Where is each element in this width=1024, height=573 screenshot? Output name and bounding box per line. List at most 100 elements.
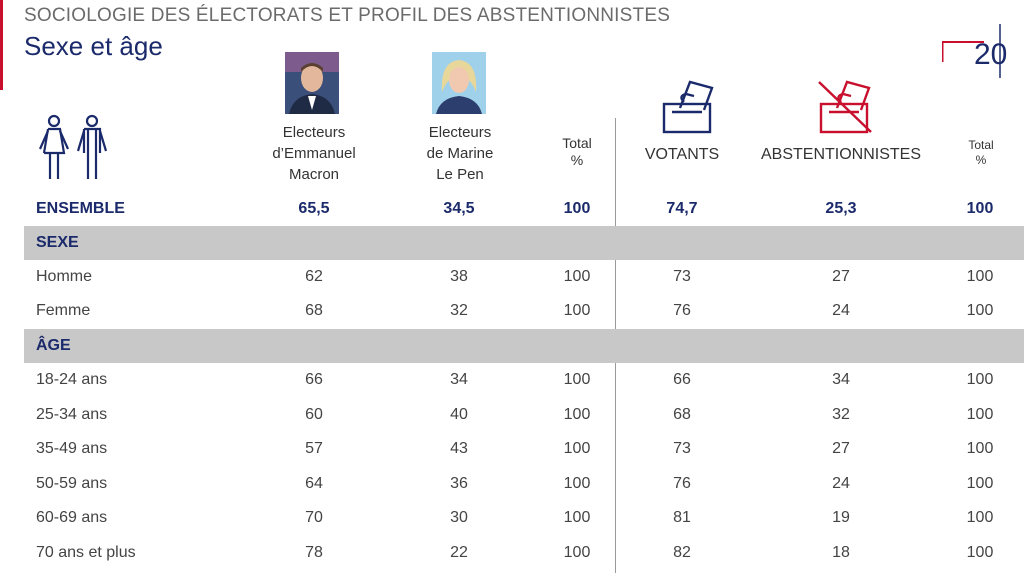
col-header-abstentionnistes: ABSTENTIONNISTES (760, 146, 922, 163)
col-header-lepen-line2: de Marine (426, 145, 494, 162)
cell-lepen: 40 (450, 406, 468, 423)
cell-abstentionnistes: 19 (832, 509, 850, 526)
cell-abstentionnistes: 25,3 (825, 200, 857, 217)
cell-abstentionnistes: 24 (832, 475, 850, 492)
man-woman-icon (38, 114, 108, 179)
cell-lepen: 38 (450, 268, 468, 285)
table-row: Femme 68 32 100 76 24 100 (24, 294, 1024, 328)
cell-total-2: 100 (966, 406, 994, 423)
cell-total-1: 100 (563, 371, 591, 388)
cell-total-1: 100 (563, 268, 591, 285)
cell-abstentionnistes: 32 (832, 406, 850, 423)
cell-macron: 64 (305, 475, 323, 492)
col-header-lepen-line3: Le Pen (436, 166, 484, 183)
cell-lepen: 34 (450, 371, 468, 388)
col-header-total-2: Total % (955, 138, 1007, 168)
cell-macron: 65,5 (298, 200, 330, 217)
logo-icon: 20 (942, 24, 1007, 78)
cell-total-2: 100 (966, 440, 994, 457)
table-row: 18-24 ans 66 34 100 66 34 100 (24, 363, 1024, 397)
cell-total-1: 100 (563, 544, 591, 561)
row-label: Homme (36, 268, 93, 285)
cell-macron: 60 (305, 406, 323, 423)
col-header-lepen-line1: Electeurs (428, 124, 492, 141)
col-header-total-2-line2: % (975, 153, 987, 167)
cell-abstentionnistes: 27 (832, 440, 850, 457)
cell-total-2: 100 (966, 509, 994, 526)
cell-total-2: 100 (966, 200, 994, 217)
cell-votants: 74,7 (666, 200, 698, 217)
cell-votants: 76 (673, 302, 691, 319)
cell-total-2: 100 (966, 302, 994, 319)
col-header-macron-line2: d’Emmanuel (272, 145, 356, 162)
cell-macron: 66 (305, 371, 323, 388)
row-label: 35-49 ans (36, 440, 108, 457)
cell-macron: 78 (305, 544, 323, 561)
col-header-lepen: Electeurs de Marine Le Pen (408, 122, 512, 185)
cell-macron: 70 (305, 509, 323, 526)
col-header-macron: Electeurs d’Emmanuel Macron (262, 122, 366, 185)
cell-votants: 81 (673, 509, 691, 526)
page-title: Sexe et âge (24, 31, 163, 61)
cell-total-1: 100 (563, 406, 591, 423)
col-header-votants: VOTANTS (644, 146, 720, 163)
col-header-total-1-line2: % (570, 152, 584, 168)
cell-lepen: 32 (450, 302, 468, 319)
cell-lepen: 43 (450, 440, 468, 457)
row-label: Femme (36, 302, 91, 319)
cell-votants: 73 (673, 440, 691, 457)
table-row: 25-34 ans 60 40 100 68 32 100 (24, 398, 1024, 432)
row-label: 18-24 ans (36, 371, 108, 388)
section-header-age: ÂGE (24, 329, 1024, 363)
table-row: 35-49 ans 57 43 100 73 27 100 (24, 432, 1024, 466)
col-header-macron-line3: Macron (288, 166, 340, 183)
cell-total-1: 100 (563, 302, 591, 319)
page-kicker: SOCIOLOGIE DES ÉLECTORATS ET PROFIL DES … (24, 5, 671, 26)
cell-total-1: 100 (563, 475, 591, 492)
cell-lepen: 22 (450, 544, 468, 561)
section-header-sexe: SEXE (24, 226, 1024, 260)
ballot-box-icon (662, 80, 714, 134)
ensemble-row: ENSEMBLE 65,5 34,5 100 74,7 25,3 100 (24, 192, 1024, 226)
cell-total-2: 100 (966, 475, 994, 492)
section-title: SEXE (36, 234, 79, 251)
table-row: 50-59 ans 64 36 100 76 24 100 (24, 467, 1024, 501)
lepen-portrait (432, 52, 486, 114)
row-label: 50-59 ans (36, 475, 108, 492)
row-label: 70 ans et plus (36, 544, 136, 561)
cell-macron: 57 (305, 440, 323, 457)
row-label: 25-34 ans (36, 406, 108, 423)
row-label: 60-69 ans (36, 509, 108, 526)
cell-total-1: 100 (563, 200, 591, 217)
table-row: 70 ans et plus 78 22 100 82 18 100 (24, 536, 1024, 570)
col-header-total-1-line1: Total (562, 135, 592, 151)
cell-total-2: 100 (966, 268, 994, 285)
col-header-total-1: Total % (547, 135, 607, 169)
cell-votants: 66 (673, 371, 691, 388)
crossed-ballot-icon (818, 80, 872, 134)
logo-text: 20 (974, 38, 1007, 71)
cell-total-1: 100 (563, 509, 591, 526)
table-row: 60-69 ans 70 30 100 81 19 100 (24, 501, 1024, 535)
cell-abstentionnistes: 34 (832, 371, 850, 388)
row-label: ENSEMBLE (36, 200, 125, 217)
col-header-total-2-line1: Total (968, 138, 994, 152)
cell-votants: 73 (673, 268, 691, 285)
macron-portrait (285, 52, 339, 114)
cell-abstentionnistes: 27 (832, 268, 850, 285)
cell-votants: 82 (673, 544, 691, 561)
cell-lepen: 34,5 (443, 200, 475, 217)
col-header-macron-line1: Electeurs (282, 124, 346, 141)
accent-bar (0, 0, 3, 90)
cell-lepen: 36 (450, 475, 468, 492)
cell-total-2: 100 (966, 371, 994, 388)
cell-abstentionnistes: 24 (832, 302, 850, 319)
cell-votants: 76 (673, 475, 691, 492)
cell-macron: 68 (305, 302, 323, 319)
cell-abstentionnistes: 18 (832, 544, 850, 561)
cell-total-1: 100 (563, 440, 591, 457)
cell-lepen: 30 (450, 509, 468, 526)
cell-macron: 62 (305, 268, 323, 285)
cell-total-2: 100 (966, 544, 994, 561)
cell-votants: 68 (673, 406, 691, 423)
